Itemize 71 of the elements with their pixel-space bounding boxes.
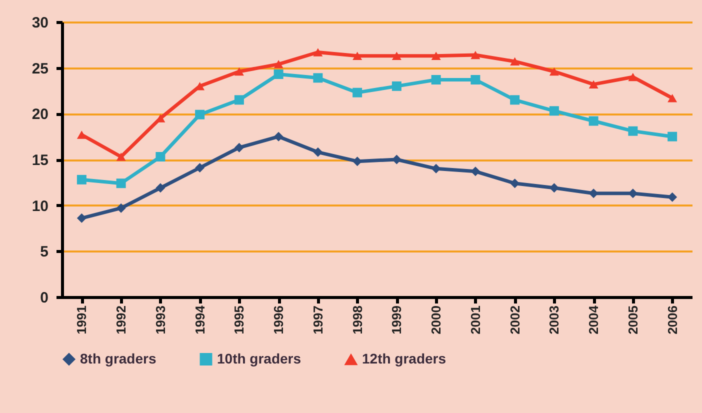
y-tick-label: 15: [32, 152, 48, 169]
point: [549, 106, 559, 116]
y-tick-label: 0: [40, 290, 48, 306]
point: [116, 203, 126, 213]
point: [352, 52, 362, 60]
x-tick-label: 1997: [310, 306, 326, 334]
point: [431, 164, 441, 174]
point: [116, 178, 126, 188]
point: [76, 130, 86, 139]
legend-label: 12th graders: [362, 350, 446, 367]
y-tick-label: 10: [32, 198, 48, 215]
point: [352, 156, 362, 166]
point: [549, 183, 559, 193]
point: [195, 110, 205, 120]
point: [431, 52, 441, 60]
point: [274, 60, 284, 68]
x-tick-label: 1998: [350, 306, 365, 334]
x-tick-label: 1993: [152, 306, 168, 334]
point: [588, 80, 598, 88]
point: [392, 81, 402, 91]
point: [668, 132, 678, 142]
point: [274, 70, 284, 79]
point: [549, 67, 559, 76]
point: [470, 166, 480, 176]
point: [392, 52, 402, 60]
point: [628, 126, 638, 136]
x-tick-label: 2004: [586, 304, 602, 334]
x-tick-label: 1994: [192, 304, 208, 334]
x-tick-label: 2003: [546, 306, 562, 334]
point: [431, 75, 441, 84]
x-tick-label: 1999: [389, 306, 404, 334]
point: [510, 57, 520, 66]
point: [628, 72, 638, 82]
point: [76, 174, 86, 184]
x-tick-label: 2006: [664, 306, 680, 334]
point: [588, 116, 598, 126]
y-tick-label: 5: [40, 244, 48, 261]
x-tick-label: 1991: [74, 306, 90, 334]
x-tick-label: 1992: [114, 306, 129, 334]
point: [352, 88, 362, 98]
point: [628, 188, 638, 198]
x-tick-label: 2005: [625, 306, 640, 334]
point: [510, 95, 520, 105]
point: [274, 132, 284, 142]
point: [156, 152, 166, 162]
point: [234, 142, 244, 152]
point: [470, 75, 480, 84]
point: [668, 192, 678, 202]
x-tick-label: 2001: [468, 306, 483, 334]
x-tick-label: 2002: [507, 306, 522, 334]
point: [313, 48, 323, 56]
point: [510, 178, 520, 188]
x-tick-label: 2000: [428, 306, 444, 334]
point: [156, 183, 166, 193]
point: [116, 152, 126, 161]
point: [588, 188, 598, 198]
y-tick-label: 30: [32, 14, 48, 32]
point: [313, 147, 323, 157]
legend-label: 10th graders: [217, 350, 302, 366]
point: [668, 94, 678, 102]
x-tick-label: 1995: [232, 306, 247, 334]
point: [234, 95, 244, 105]
legend-label: 8th graders: [80, 350, 156, 366]
point: [76, 213, 86, 223]
point: [195, 163, 205, 172]
point: [470, 50, 480, 60]
point: [313, 73, 323, 83]
x-tick-label: 1996: [271, 306, 286, 334]
y-tick-label: 25: [32, 60, 48, 78]
y-tick-label: 20: [32, 106, 48, 124]
point: [234, 67, 244, 76]
